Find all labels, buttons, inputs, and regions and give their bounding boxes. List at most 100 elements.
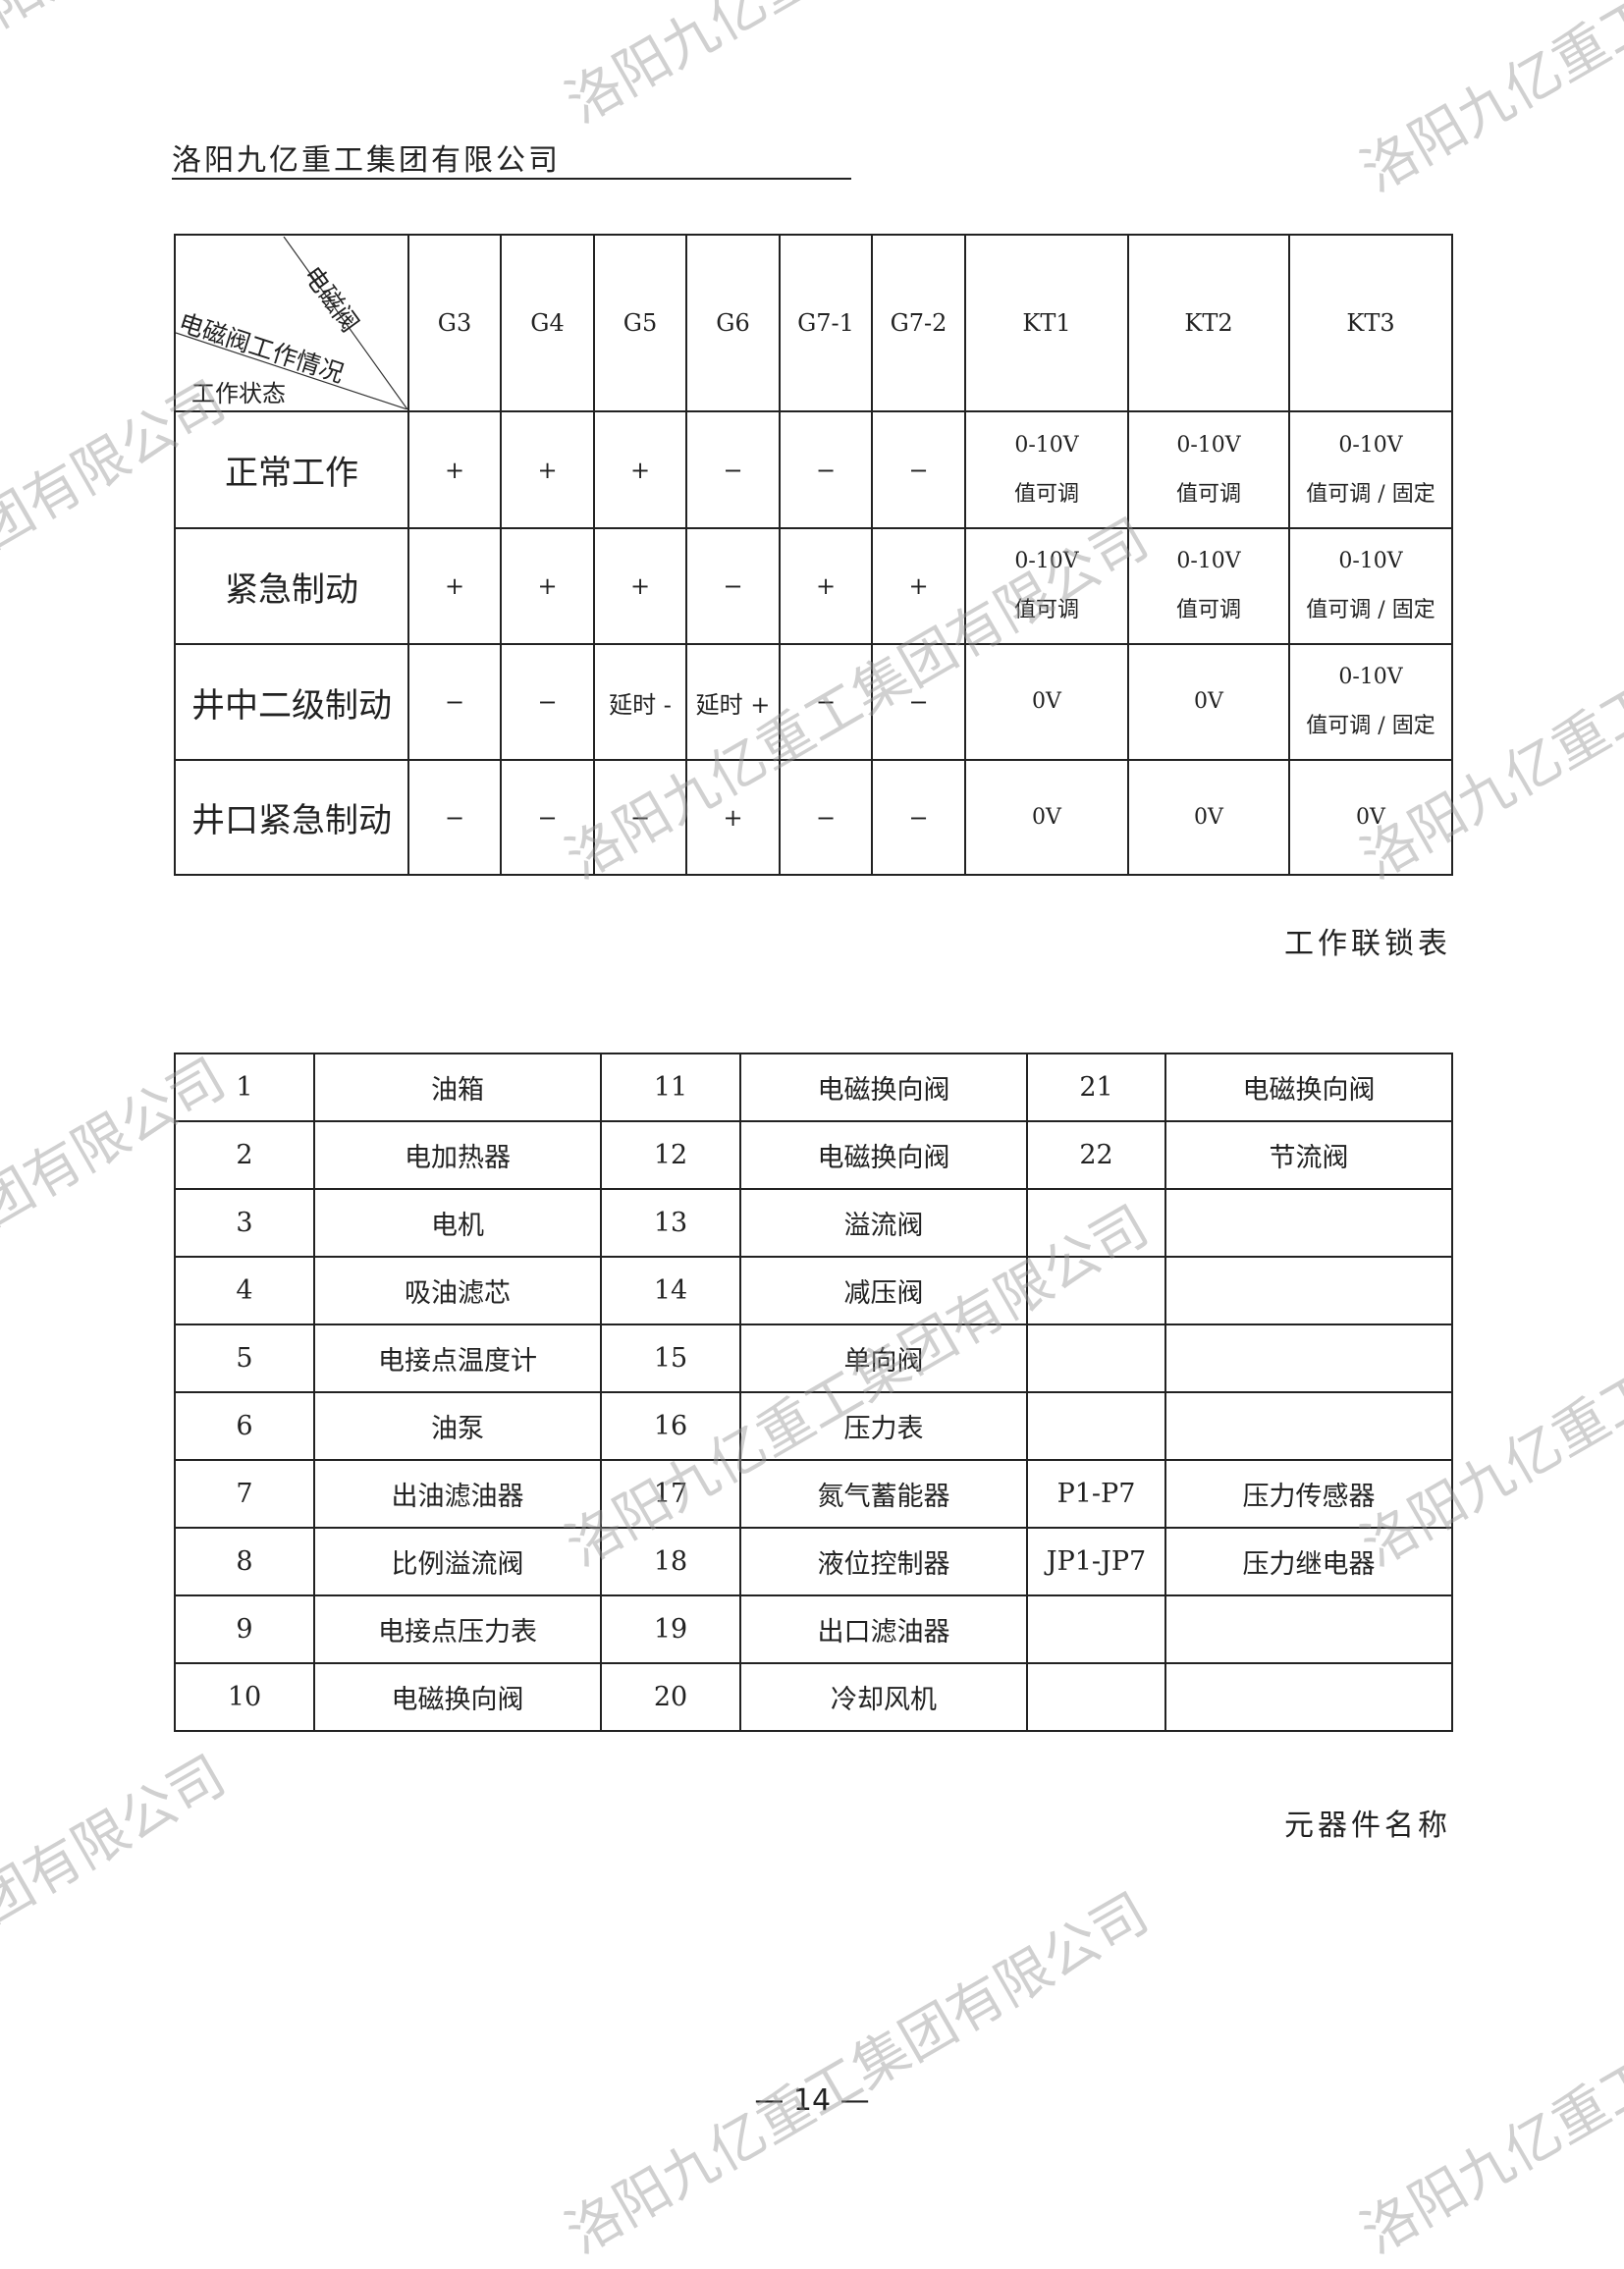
component-name: 溢流阀 (740, 1189, 1027, 1257)
watermark: 洛阳九亿重工集团有限公司 (1345, 1870, 1624, 2269)
table-cell: − (780, 760, 872, 875)
table-cell: − (408, 760, 501, 875)
component-name (1165, 1257, 1452, 1324)
component-number: 18 (601, 1528, 740, 1595)
component-number: 21 (1027, 1053, 1165, 1121)
table-cell: − (501, 760, 594, 875)
component-name: 单向阀 (740, 1324, 1027, 1392)
component-name: 冷却风机 (740, 1663, 1027, 1731)
table-cell: 0V (1128, 760, 1289, 875)
page-number: — 14 — (0, 2083, 1624, 2118)
table-cell: + (408, 411, 501, 528)
watermark: 洛阳九亿重工集团有限公司 (0, 1733, 238, 2132)
table-cell: − (501, 644, 594, 760)
state-label: 井口紧急制动 (175, 760, 408, 875)
component-number: 13 (601, 1189, 740, 1257)
table-cell: + (408, 528, 501, 644)
component-number: 7 (175, 1460, 314, 1528)
component-name: 电磁换向阀 (740, 1053, 1027, 1121)
column-header: KT2 (1128, 235, 1289, 411)
component-name (1165, 1324, 1452, 1392)
table-cell: + (686, 760, 780, 875)
component-name: 氮气蓄能器 (740, 1460, 1027, 1528)
component-number: 16 (601, 1392, 740, 1460)
component-number: 10 (175, 1663, 314, 1731)
component-name (1165, 1595, 1452, 1663)
component-name: 电接点压力表 (314, 1595, 601, 1663)
component-number: P1-P7 (1027, 1460, 1165, 1528)
component-number: 22 (1027, 1121, 1165, 1189)
component-name: 电机 (314, 1189, 601, 1257)
watermark: 洛阳九亿重工集团有限公司 (1345, 0, 1624, 207)
component-number: JP1-JP7 (1027, 1528, 1165, 1595)
state-label: 正常工作 (175, 411, 408, 528)
component-number: 8 (175, 1528, 314, 1595)
table-cell: 0V (965, 644, 1128, 760)
component-number (1027, 1189, 1165, 1257)
column-header: G7-2 (872, 235, 965, 411)
component-number: 9 (175, 1595, 314, 1663)
column-header: KT1 (965, 235, 1128, 411)
component-name: 电磁换向阀 (1165, 1053, 1452, 1121)
component-number: 3 (175, 1189, 314, 1257)
component-name: 压力继电器 (1165, 1528, 1452, 1595)
component-name: 比例溢流阀 (314, 1528, 601, 1595)
component-number: 17 (601, 1460, 740, 1528)
component-number: 1 (175, 1053, 314, 1121)
component-number: 15 (601, 1324, 740, 1392)
component-number: 2 (175, 1121, 314, 1189)
watermark: 洛阳九亿重工集团有限公司 (550, 0, 1161, 138)
table-cell: − (872, 644, 965, 760)
table-cell: − (780, 411, 872, 528)
state-label: 紧急制动 (175, 528, 408, 644)
table-cell: 0-10V 值可调 (965, 411, 1128, 528)
component-number: 14 (601, 1257, 740, 1324)
table-cell: 0-10V 值可调 (1128, 411, 1289, 528)
table-cell: 0V (1128, 644, 1289, 760)
company-header: 洛阳九亿重工集团有限公司 (172, 135, 561, 179)
table-cell: − (686, 528, 780, 644)
component-name: 液位控制器 (740, 1528, 1027, 1595)
component-name: 出油滤油器 (314, 1460, 601, 1528)
component-name (1165, 1392, 1452, 1460)
component-name: 电磁换向阀 (740, 1121, 1027, 1189)
table-cell: − (780, 644, 872, 760)
component-number (1027, 1257, 1165, 1324)
component-number (1027, 1663, 1165, 1731)
column-header: G4 (501, 235, 594, 411)
watermark: 洛阳九亿重工集团有限公司 (0, 0, 532, 70)
component-name: 出口滤油器 (740, 1595, 1027, 1663)
table-cell: 延时 + (686, 644, 780, 760)
component-name: 吸油滤芯 (314, 1257, 601, 1324)
table-cell: + (501, 411, 594, 528)
component-name: 电接点温度计 (314, 1324, 601, 1392)
component-number: 4 (175, 1257, 314, 1324)
component-number: 20 (601, 1663, 740, 1731)
column-header: G7-1 (780, 235, 872, 411)
component-number (1027, 1595, 1165, 1663)
corner-header-cell: 电磁阀 电磁阀工作情况 工作状态 (175, 235, 408, 411)
table-cell: 0-10V 值可调 / 固定 (1289, 644, 1452, 760)
table-cell: 延时 - (594, 644, 686, 760)
component-number (1027, 1324, 1165, 1392)
component-name: 油箱 (314, 1053, 601, 1121)
table-cell: 0V (965, 760, 1128, 875)
column-header: G3 (408, 235, 501, 411)
column-header: KT3 (1289, 235, 1452, 411)
component-number: 19 (601, 1595, 740, 1663)
table-cell: − (594, 760, 686, 875)
table-cell: + (780, 528, 872, 644)
watermark: 洛阳九亿重工集团有限公司 (550, 1870, 1161, 2269)
